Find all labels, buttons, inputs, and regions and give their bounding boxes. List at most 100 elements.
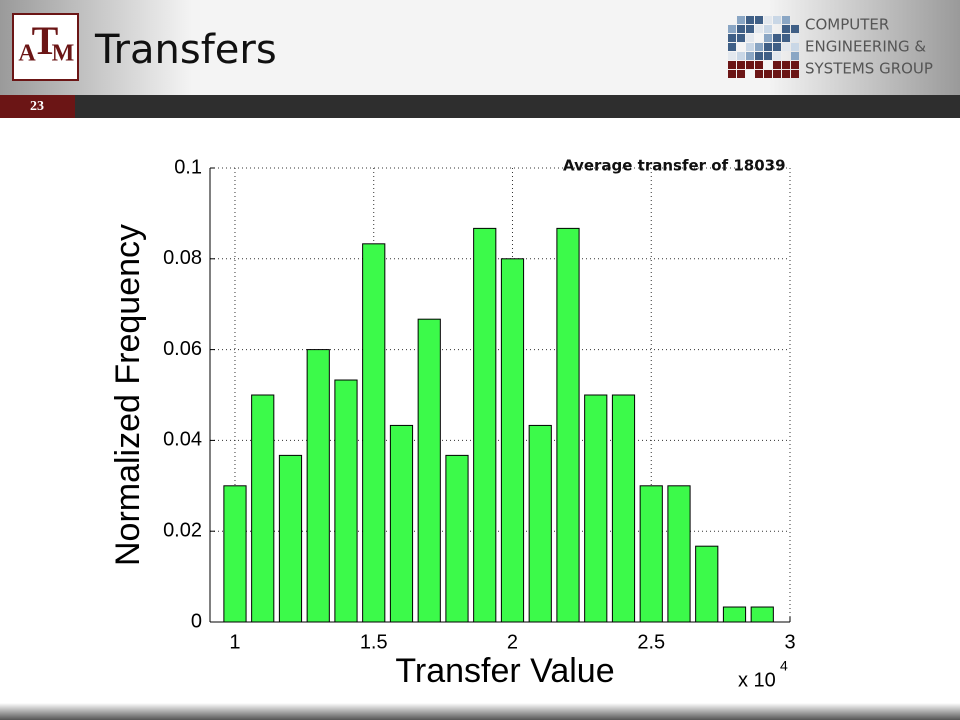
bar xyxy=(306,349,330,623)
bar xyxy=(695,545,719,623)
bar xyxy=(750,606,774,623)
group-logo-mosaic xyxy=(728,16,799,78)
bar xyxy=(417,318,441,623)
mosaic-tile xyxy=(728,70,736,78)
logo-letter: T xyxy=(32,18,59,63)
bar xyxy=(334,379,358,623)
group-logo-text: SYSTEMS GROUP xyxy=(805,60,933,78)
mosaic-tile xyxy=(728,61,736,69)
mosaic-tile xyxy=(773,34,781,42)
mosaic-tile xyxy=(737,16,745,24)
x-tick-label: 1 xyxy=(229,631,240,653)
mosaic-tile xyxy=(791,52,799,60)
mosaic-tile xyxy=(782,43,790,51)
y-tick-label: 0.06 xyxy=(163,338,202,360)
header-bar xyxy=(0,95,960,118)
x-tick-label: 1.5 xyxy=(360,631,388,653)
mosaic-tile xyxy=(755,52,763,60)
group-logo-text: ENGINEERING & xyxy=(805,38,926,56)
bar xyxy=(389,424,414,623)
mosaic-tile xyxy=(782,61,790,69)
y-tick-label: 0.04 xyxy=(163,429,202,451)
x-tick-label: 3 xyxy=(784,631,795,653)
bar xyxy=(251,394,275,623)
mosaic-tile xyxy=(773,43,781,51)
y-tick-label: 0.08 xyxy=(163,247,202,269)
bar xyxy=(278,454,303,623)
university-logo xyxy=(12,13,79,81)
mosaic-tile xyxy=(728,43,736,51)
mosaic-tile xyxy=(746,34,754,42)
footer-band xyxy=(0,703,700,720)
x-axis-label: Transfer Value xyxy=(395,652,614,690)
bar xyxy=(667,485,691,623)
mosaic-tile xyxy=(782,70,790,78)
mosaic-tile xyxy=(737,34,745,42)
mosaic-tile xyxy=(737,70,745,78)
mosaic-tile xyxy=(737,25,745,33)
slide-number-box xyxy=(0,95,75,118)
logo-letter: A xyxy=(18,41,36,67)
mosaic-tile xyxy=(782,25,790,33)
bar xyxy=(611,394,636,623)
slide-number: 23 xyxy=(30,99,44,114)
bar xyxy=(722,606,747,623)
y-tick-label: 0 xyxy=(191,610,202,632)
bar xyxy=(445,454,469,623)
x-tick-label: 2 xyxy=(507,631,518,653)
mosaic-tile xyxy=(773,52,781,60)
bar xyxy=(362,243,386,623)
mosaic-tile xyxy=(782,34,790,42)
mosaic-tile xyxy=(764,16,772,24)
mosaic-tile xyxy=(728,52,736,60)
mosaic-tile xyxy=(746,16,754,24)
mosaic-tile xyxy=(737,61,745,69)
mosaic-tile xyxy=(746,61,754,69)
header-band xyxy=(0,0,960,95)
mosaic-tile xyxy=(791,34,799,42)
y-tick-label: 0.1 xyxy=(174,156,202,178)
bar xyxy=(528,424,552,623)
bar xyxy=(500,258,525,623)
mosaic-tile xyxy=(764,70,772,78)
mosaic-tile xyxy=(764,52,772,60)
group-logo-text: COMPUTER xyxy=(805,16,889,34)
slide-title: Transfers xyxy=(94,27,277,73)
mosaic-tile xyxy=(755,25,763,33)
mosaic-tile xyxy=(746,52,754,60)
bar xyxy=(584,394,608,623)
x-scale-base: x 10 xyxy=(738,669,776,691)
mosaic-tile xyxy=(755,70,763,78)
mosaic-tile xyxy=(764,25,772,33)
x-tick-label: 2.5 xyxy=(637,631,665,653)
mosaic-tile xyxy=(755,16,763,24)
y-axis-label: Normalized Frequency xyxy=(109,224,147,566)
footer-band xyxy=(700,703,960,720)
bar xyxy=(223,485,247,623)
annotation: Average transfer of 18039 xyxy=(563,157,786,175)
logo-letter: M xyxy=(52,41,75,67)
mosaic-tile xyxy=(791,61,799,69)
bar xyxy=(639,485,663,623)
mosaic-tile xyxy=(791,25,799,33)
mosaic-tile xyxy=(755,43,763,51)
mosaic-tile xyxy=(764,34,772,42)
mosaic-tile xyxy=(773,70,781,78)
bar xyxy=(473,227,497,623)
mosaic-tile xyxy=(728,25,736,33)
mosaic-tile xyxy=(755,61,763,69)
mosaic-tile xyxy=(737,52,745,60)
x-scale-exponent: 4 xyxy=(780,658,788,674)
bar xyxy=(556,227,580,623)
mosaic-tile xyxy=(746,25,754,33)
y-tick-label: 0.02 xyxy=(163,519,202,541)
mosaic-tile xyxy=(791,43,799,51)
mosaic-tile xyxy=(746,43,754,51)
mosaic-tile xyxy=(773,61,781,69)
mosaic-tile xyxy=(782,16,790,24)
mosaic-tile xyxy=(791,70,799,78)
chart: 0 0.02 0.04 0.06 0.08 0.1 1 1.5 2 2.5 3 Average tra… xyxy=(109,156,796,691)
mosaic-tile xyxy=(764,43,772,51)
